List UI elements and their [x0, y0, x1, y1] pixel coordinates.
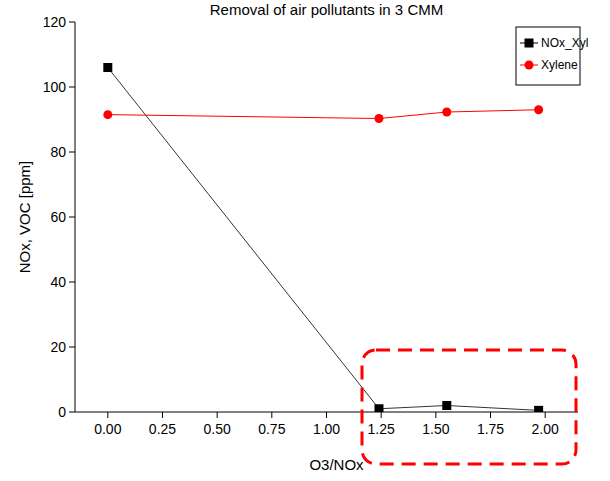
title: Removal of air pollutants in 3 CMM [210, 1, 443, 18]
series-line [108, 110, 539, 119]
x-tick [162, 412, 163, 418]
y-tick [69, 282, 75, 283]
marker [374, 404, 383, 412]
y-label: NOx, VOC [ppm] [16, 161, 33, 274]
y-tick-label: 100 [43, 79, 67, 95]
marker [103, 63, 112, 72]
x-tick [107, 412, 108, 418]
legend-marker [525, 39, 534, 48]
x-tick [490, 412, 491, 418]
legend-label: NOx_Xyl [541, 36, 588, 50]
x-tick-label: 0.00 [94, 421, 121, 437]
y-tick-label: 40 [50, 274, 66, 290]
y-tick-label: 20 [50, 339, 66, 355]
marker [442, 108, 451, 117]
chart: Removal of air pollutants in 3 CMM 0 20 40 6… [0, 0, 610, 481]
x-tick [271, 412, 272, 418]
y-tick-label: 80 [50, 144, 66, 160]
plot-area [103, 63, 543, 412]
y-tick-label: 60 [50, 209, 66, 225]
marker [534, 406, 543, 412]
x-tick-label: 0.50 [204, 421, 231, 437]
x-tick [381, 412, 382, 418]
y-tick [69, 22, 75, 23]
x-tick-label: 1.50 [422, 421, 449, 437]
y-tick [69, 152, 75, 153]
x-tick [435, 412, 436, 418]
y-tick [69, 87, 75, 88]
y-tick-label: 120 [43, 14, 67, 30]
x-tick-label: 0.25 [149, 421, 176, 437]
x-label: O3/NOx [309, 456, 364, 473]
x-tick [326, 412, 327, 418]
marker [374, 114, 383, 123]
x-tick-label: 1.25 [368, 421, 395, 437]
y-tick [69, 347, 75, 348]
y-tick [69, 217, 75, 218]
x-tick-label: 1.75 [477, 421, 504, 437]
marker [534, 105, 543, 114]
x-tick [545, 412, 546, 418]
legend-marker [525, 61, 534, 70]
y-tick [69, 412, 75, 413]
x-tick-label: 1.00 [313, 421, 340, 437]
x-tick-label: 0.75 [258, 421, 285, 437]
legend-label: Xylene [541, 58, 578, 72]
x-tick-label: 2.00 [532, 421, 559, 437]
series-line [108, 68, 539, 411]
x-tick [217, 412, 218, 418]
highlight-box [362, 350, 576, 464]
y-tick-label: 0 [58, 404, 66, 420]
marker [442, 401, 451, 410]
marker [103, 110, 112, 119]
